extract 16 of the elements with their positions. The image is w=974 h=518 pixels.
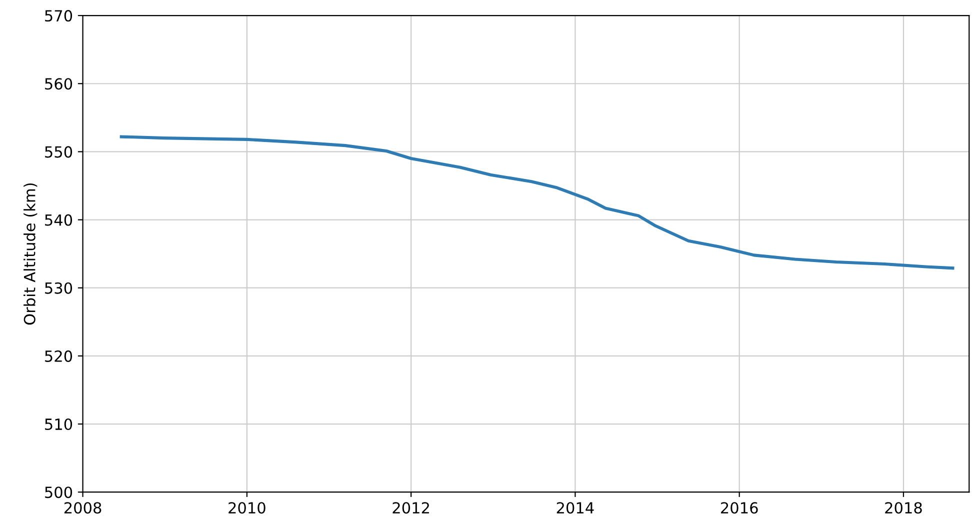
y-axis-title: Orbit Altitude (km) <box>24 183 38 325</box>
y-tick-label: 540 <box>45 214 72 226</box>
y-tick-label: 550 <box>45 146 72 158</box>
y-tick-label: 560 <box>45 78 72 90</box>
x-tick-label: 2018 <box>885 502 922 514</box>
x-tick-label: 2016 <box>721 502 758 514</box>
x-tick-label: 2008 <box>64 502 102 514</box>
y-tick-label: 520 <box>45 350 72 362</box>
x-tick-label: 2012 <box>392 502 429 514</box>
y-tick-label: 570 <box>45 10 72 22</box>
y-tick-label: 530 <box>45 282 72 294</box>
line-series <box>120 135 954 270</box>
y-tick-label: 510 <box>45 418 72 430</box>
x-tick-label: 2014 <box>556 502 594 514</box>
y-tick-label: 500 <box>45 486 72 498</box>
x-tick-label: 2010 <box>228 502 266 514</box>
